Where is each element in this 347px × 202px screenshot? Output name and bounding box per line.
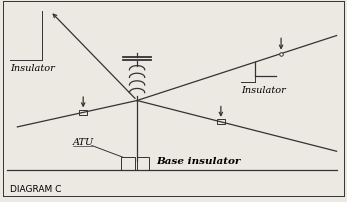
Text: DIAGRAM C: DIAGRAM C xyxy=(10,184,62,193)
Bar xyxy=(121,158,135,170)
Bar xyxy=(217,120,225,125)
Text: Insulator: Insulator xyxy=(241,86,286,95)
Bar xyxy=(79,110,87,115)
Text: Base insulator: Base insulator xyxy=(156,157,240,166)
Bar xyxy=(137,158,149,170)
Text: Insulator: Insulator xyxy=(10,64,55,73)
Text: ATU: ATU xyxy=(73,138,94,146)
